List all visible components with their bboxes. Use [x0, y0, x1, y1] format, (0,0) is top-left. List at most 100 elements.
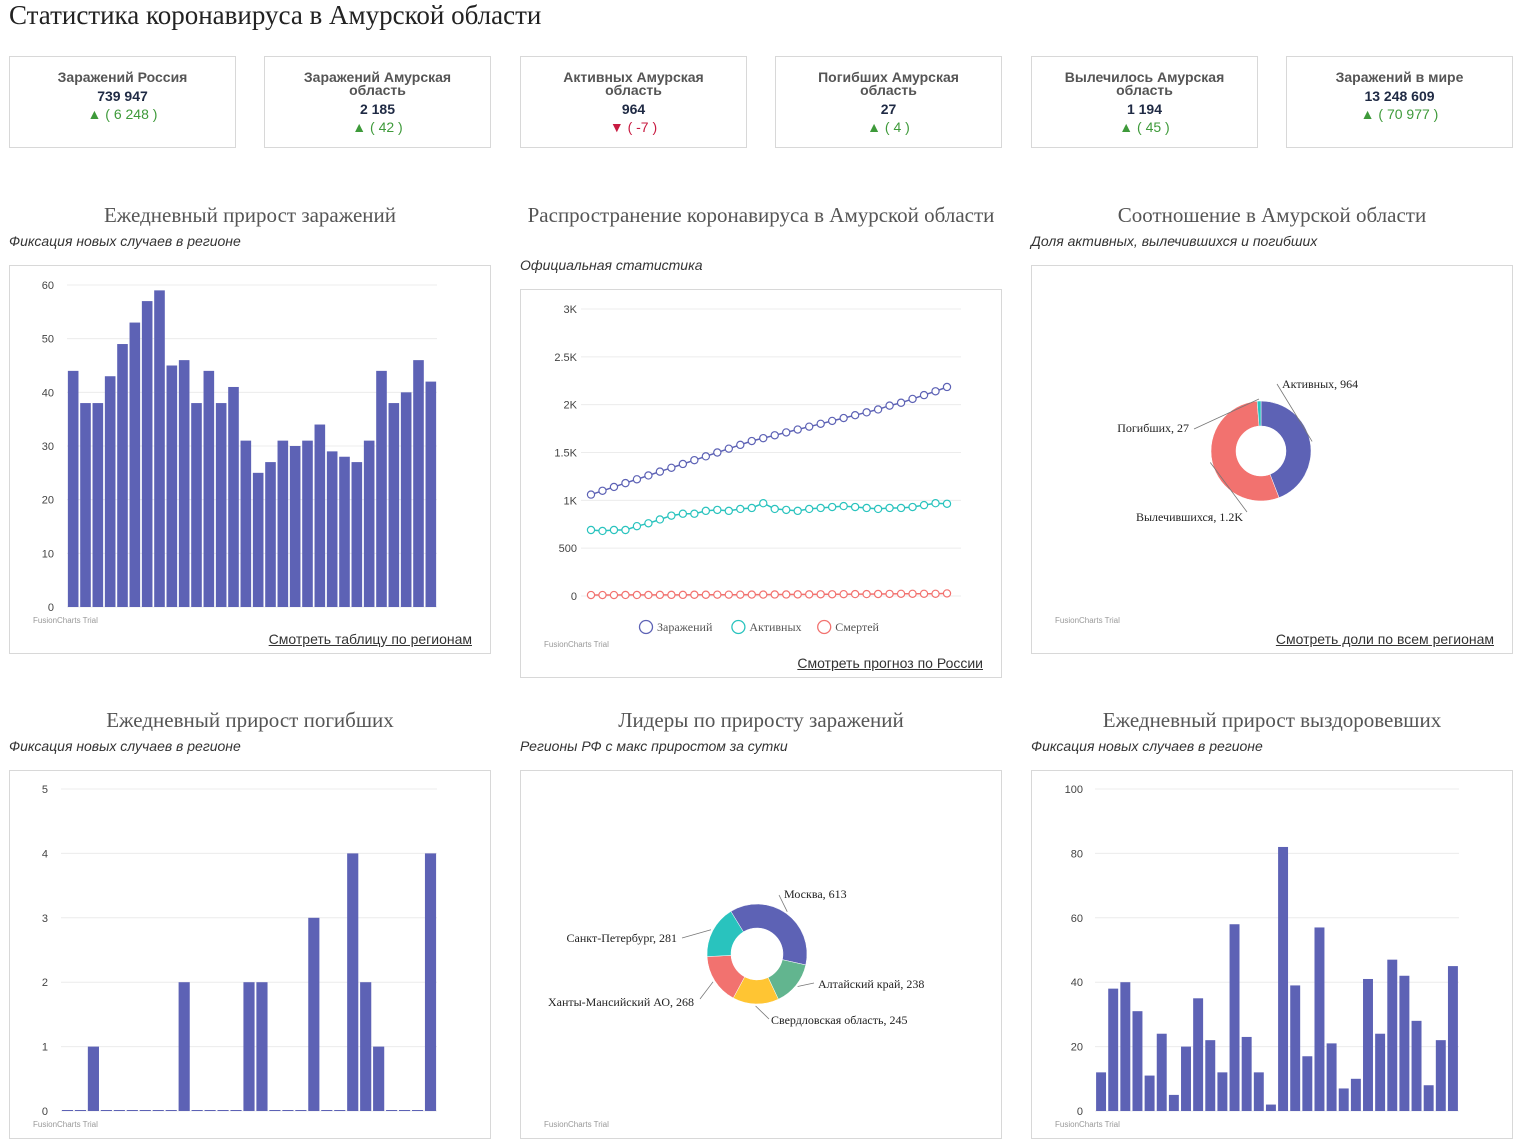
bar: [1120, 982, 1131, 1111]
data-point: [747, 590, 756, 599]
bar: [1181, 1046, 1191, 1111]
page-title: Статистика коронавируса в Амурской облас…: [9, 0, 542, 30]
data-point: [644, 519, 653, 528]
data-point: [839, 501, 848, 511]
bar: [1435, 1040, 1446, 1111]
y-tick-label: 3K: [564, 304, 578, 316]
bar: [1144, 1075, 1155, 1111]
panel-subtitle-daily-recovered: Фиксация новых случаев в регионе: [1031, 738, 1263, 754]
card-delta: ▲ ( 70 977 ): [1360, 106, 1439, 122]
data-point: [919, 589, 929, 598]
bar: [302, 440, 313, 607]
slice-label: Алтайский край, 238: [818, 977, 924, 991]
slice-label: Санкт-Петербург, 281: [567, 931, 677, 945]
data-point: [850, 589, 860, 599]
data-point: [678, 509, 688, 518]
y-tick-label: 3: [42, 913, 48, 925]
slice-label: Москва, 613: [784, 887, 847, 901]
panel-title-daily-recovered: Ежедневный прирост выздоровевших: [1102, 708, 1442, 732]
y-tick-label: 500: [559, 543, 577, 555]
bar: [165, 1110, 177, 1111]
bar: [191, 1110, 203, 1111]
card-delta: ▲ ( 45 ): [1119, 119, 1170, 135]
bar: [203, 370, 215, 607]
data-point: [747, 503, 756, 513]
data-point: [701, 506, 711, 516]
fusioncharts-trial-label: FusionCharts Trial: [1055, 616, 1120, 625]
data-point: [804, 590, 814, 599]
slice-label: Ханты-Мансийский АО, 268: [548, 995, 694, 1009]
data-point: [586, 590, 596, 600]
card-delta: ▲ ( 6 248 ): [87, 106, 158, 122]
data-point: [782, 590, 791, 599]
bar: [92, 403, 104, 607]
data-point: [942, 382, 952, 392]
chart-spread-svg: 0 500 1K 1.5K 2K 2.5K 3K Заражений Активных Смерт…: [554, 304, 961, 635]
bar: [334, 1110, 346, 1111]
y-tick-label: 80: [1071, 848, 1083, 860]
slice-label: Погибших, 27: [1117, 421, 1189, 435]
data-point: [908, 394, 917, 404]
data-point: [632, 590, 642, 600]
data-point: [586, 490, 596, 499]
link-russia-forecast[interactable]: Смотреть прогноз по России: [797, 655, 983, 671]
y-tick-label: 5: [42, 784, 48, 796]
link-regions-table[interactable]: Смотреть таблицу по регионам: [268, 631, 472, 647]
bar: [425, 381, 437, 607]
bar: [1229, 924, 1240, 1111]
y-tick-label: 10: [42, 548, 54, 560]
bar: [1399, 975, 1410, 1111]
panel-subtitle-leaders: Регионы РФ с макс приростом за сутки: [520, 738, 788, 754]
data-point: [896, 398, 906, 407]
bar: [154, 290, 165, 607]
legend-label: Активных: [749, 620, 801, 634]
slice-label: Активных, 964: [1282, 377, 1358, 391]
data-point: [701, 590, 711, 599]
bar: [61, 1110, 74, 1111]
chart-ratio-svg: Активных, 964 Вылечившихся, 1.2K Погибших,…: [1117, 377, 1358, 524]
bar: [166, 365, 178, 607]
y-tick-label: 50: [42, 334, 54, 346]
bar: [113, 1110, 125, 1111]
y-tick-label: 60: [1071, 913, 1083, 925]
fusioncharts-trial-label: FusionCharts Trial: [544, 640, 609, 649]
bar: [1193, 998, 1204, 1111]
slice-connector: [1276, 383, 1313, 442]
y-tick-label: 1K: [564, 495, 578, 507]
data-point: [759, 499, 768, 508]
card-delta: ▲ ( 42 ): [352, 119, 403, 135]
bar: [424, 853, 437, 1111]
fusioncharts-trial-label: FusionCharts Trial: [33, 1120, 98, 1129]
data-point: [598, 590, 607, 600]
bar: [1350, 1078, 1361, 1111]
data-point: [667, 511, 676, 520]
data-point: [655, 590, 665, 600]
series-line: [590, 386, 948, 496]
data-point: [655, 515, 665, 524]
bar: [295, 1110, 307, 1111]
y-tick-label: 20: [42, 495, 54, 507]
data-point: [724, 506, 734, 516]
data-point: [873, 504, 883, 514]
data-point: [770, 590, 779, 599]
bar: [1241, 1036, 1252, 1111]
bar: [204, 1110, 216, 1111]
data-point: [632, 521, 642, 531]
link-regions-shares[interactable]: Смотреть доли по всем регионам: [1275, 631, 1494, 647]
data-point: [736, 440, 745, 450]
card-value: 13 248 609: [1364, 88, 1435, 104]
bar: [1314, 927, 1325, 1111]
bar: [400, 392, 412, 607]
data-point: [862, 408, 871, 417]
data-point: [862, 503, 871, 513]
data-point: [793, 425, 802, 434]
bar: [104, 376, 116, 607]
data-point: [793, 590, 802, 599]
data-point: [736, 590, 745, 599]
data-point: [827, 502, 837, 512]
data-point: [827, 590, 837, 599]
data-point: [609, 525, 619, 535]
stat-card-amur-active: Активных Амурская область 964 ▼ ( -7 ): [520, 56, 747, 148]
data-point: [759, 433, 768, 443]
data-point: [759, 590, 768, 599]
